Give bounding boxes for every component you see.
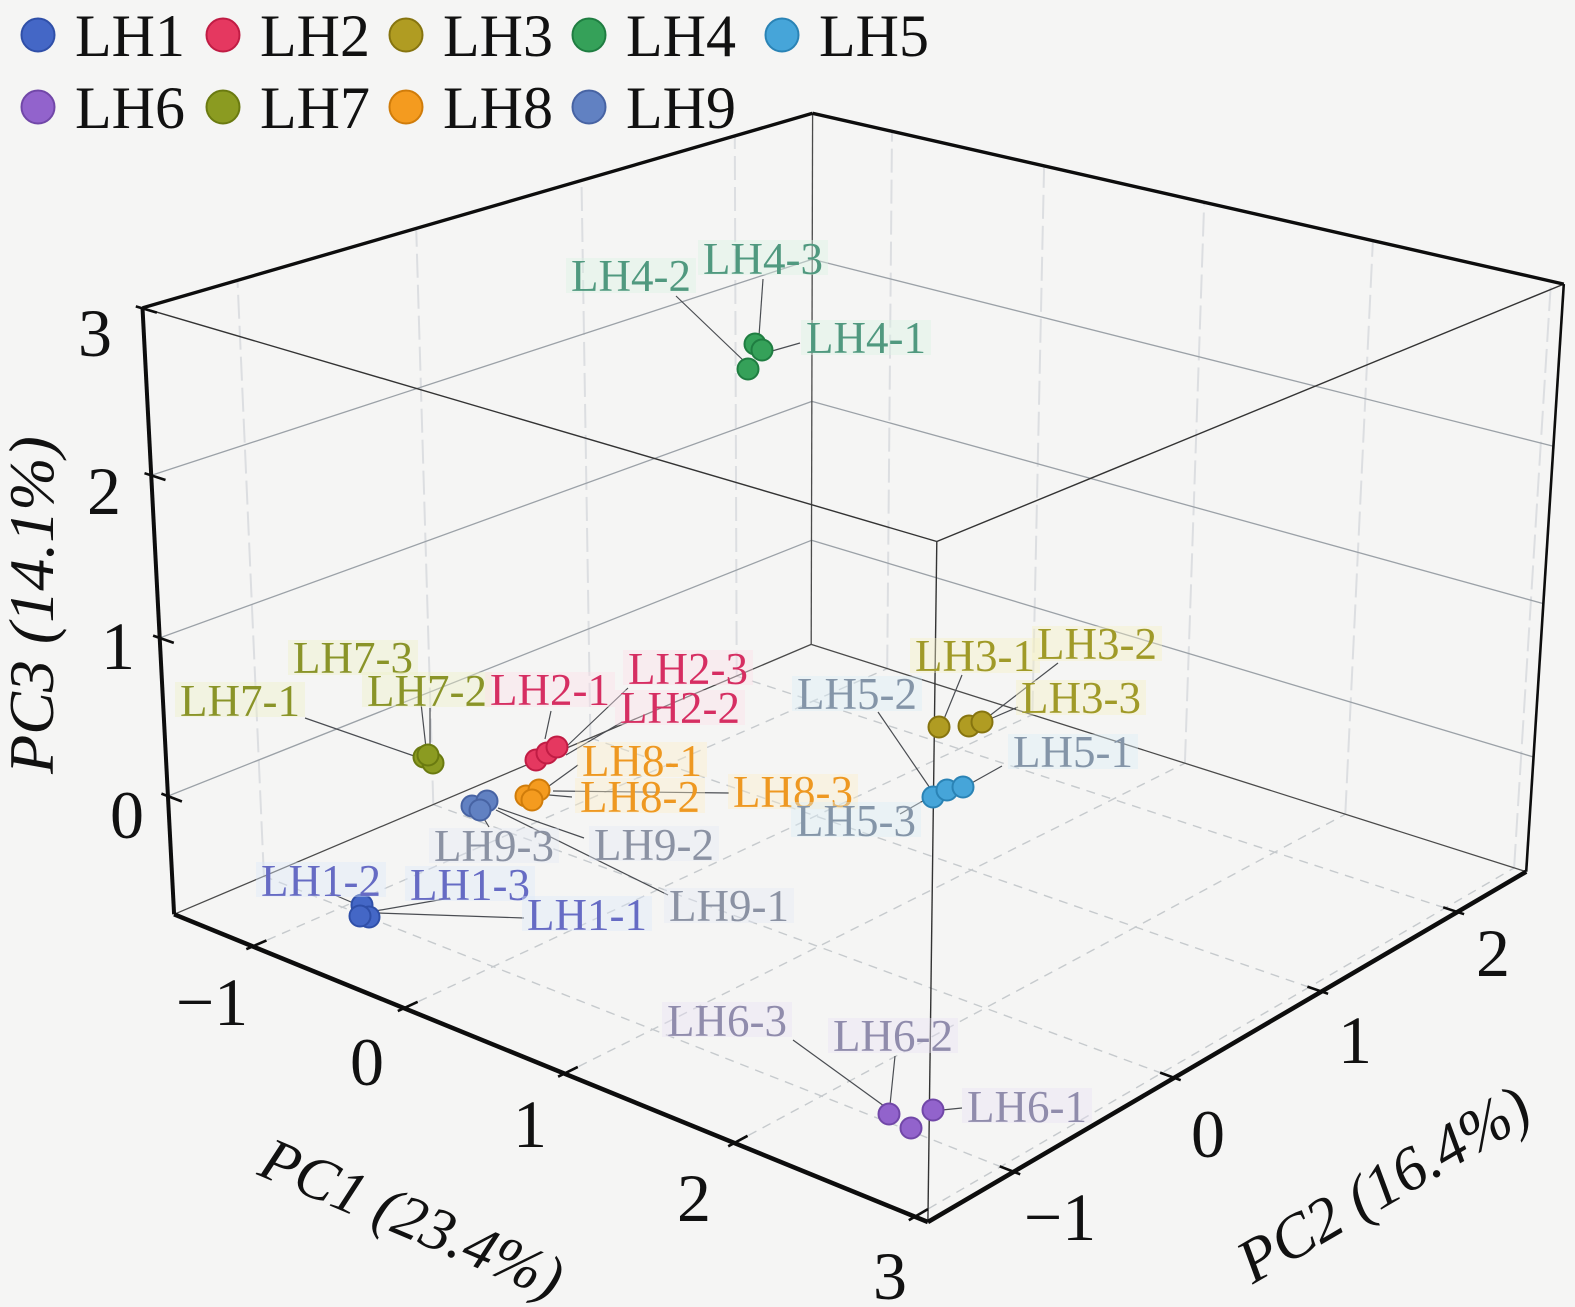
svg-text:LH2: LH2 <box>260 3 370 69</box>
svg-text:LH2-1: LH2-1 <box>490 665 610 715</box>
svg-text:1: 1 <box>101 608 135 684</box>
svg-text:LH8-3: LH8-3 <box>733 767 853 817</box>
svg-text:LH1-3: LH1-3 <box>410 860 530 910</box>
svg-text:LH6-1: LH6-1 <box>967 1082 1087 1132</box>
svg-text:1: 1 <box>1338 1002 1372 1078</box>
svg-text:LH7: LH7 <box>260 75 370 141</box>
svg-text:LH8-2: LH8-2 <box>580 772 700 822</box>
svg-text:LH8: LH8 <box>443 75 553 141</box>
svg-text:−1: −1 <box>1024 1179 1096 1255</box>
svg-text:LH8-1: LH8-1 <box>582 736 702 786</box>
svg-text:0: 0 <box>1191 1096 1225 1172</box>
svg-text:LH1-2: LH1-2 <box>261 856 381 906</box>
svg-text:LH4-1: LH4-1 <box>806 313 926 363</box>
svg-text:LH6-2: LH6-2 <box>833 1011 953 1061</box>
svg-text:1: 1 <box>513 1086 547 1162</box>
svg-text:LH3-1: LH3-1 <box>915 631 1035 681</box>
svg-text:LH5-3: LH5-3 <box>796 796 916 846</box>
svg-text:LH3-3: LH3-3 <box>1021 673 1141 723</box>
svg-text:2: 2 <box>87 453 121 529</box>
svg-text:LH9-1: LH9-1 <box>669 881 789 931</box>
svg-text:2: 2 <box>1476 915 1510 991</box>
svg-text:LH6-3: LH6-3 <box>667 996 787 1046</box>
svg-text:LH9-3: LH9-3 <box>434 821 554 871</box>
svg-text:LH1-1: LH1-1 <box>527 890 647 940</box>
svg-text:LH9-2: LH9-2 <box>594 820 714 870</box>
svg-text:LH7-3: LH7-3 <box>293 633 413 683</box>
svg-text:LH4-3: LH4-3 <box>703 234 823 284</box>
svg-text:LH7-1: LH7-1 <box>180 676 300 726</box>
svg-text:LH9: LH9 <box>626 75 736 141</box>
svg-text:LH1: LH1 <box>75 3 185 69</box>
svg-text:3: 3 <box>873 1238 907 1307</box>
svg-text:LH3-2: LH3-2 <box>1037 619 1157 669</box>
svg-text:LH4-2: LH4-2 <box>571 251 691 301</box>
svg-text:LH5: LH5 <box>819 3 929 69</box>
svg-text:LH2-2: LH2-2 <box>620 683 740 733</box>
svg-text:0: 0 <box>110 777 144 853</box>
svg-text:LH7-2: LH7-2 <box>367 666 487 716</box>
svg-text:0: 0 <box>350 1024 384 1100</box>
svg-text:3: 3 <box>78 295 112 371</box>
svg-text:LH3: LH3 <box>443 3 553 69</box>
svg-text:PC3 (14.1%): PC3 (14.1%) <box>0 436 67 775</box>
svg-text:LH4: LH4 <box>626 3 736 69</box>
svg-text:LH5-1: LH5-1 <box>1013 727 1133 777</box>
svg-text:2: 2 <box>677 1160 711 1236</box>
svg-text:LH5-2: LH5-2 <box>797 669 917 719</box>
svg-text:LH2-3: LH2-3 <box>628 644 748 694</box>
svg-text:−1: −1 <box>176 964 248 1040</box>
svg-text:LH6: LH6 <box>75 75 185 141</box>
